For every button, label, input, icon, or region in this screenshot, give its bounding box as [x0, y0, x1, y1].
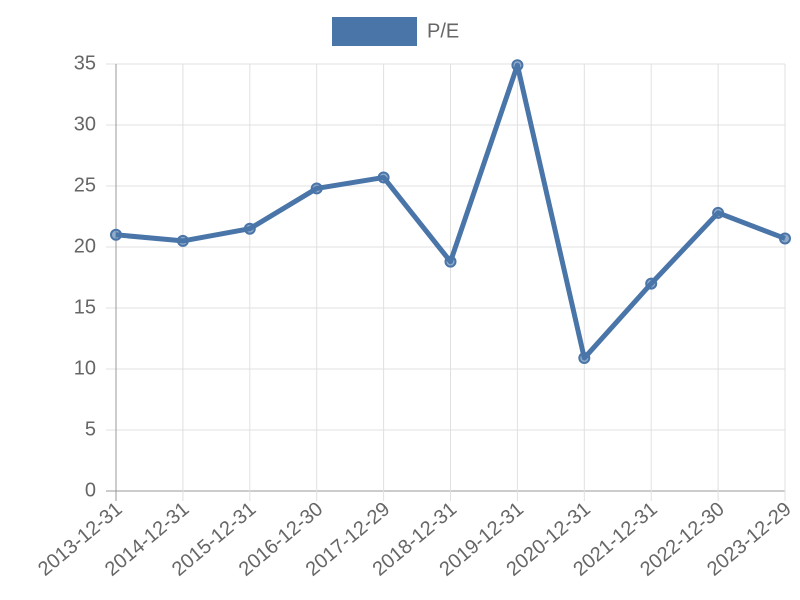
data-point — [511, 59, 524, 72]
y-tick-label: 30 — [74, 113, 96, 135]
y-tick-label: 5 — [85, 418, 96, 440]
data-point — [578, 352, 591, 365]
data-point — [110, 228, 122, 241]
data-point — [712, 206, 725, 219]
data-point — [243, 222, 256, 235]
data-point — [779, 232, 791, 245]
y-tick-label: 0 — [85, 479, 96, 501]
y-tick-label: 35 — [74, 52, 96, 74]
data-point — [444, 255, 457, 268]
data-point — [310, 182, 323, 195]
y-tick-label: 20 — [74, 235, 96, 257]
data-point — [176, 234, 189, 247]
y-tick-label: 25 — [74, 174, 96, 196]
legend-swatch — [332, 17, 417, 46]
data-point — [645, 277, 658, 290]
data-point — [377, 171, 390, 184]
y-tick-label: 15 — [74, 296, 96, 318]
legend-label: P/E — [427, 20, 459, 42]
y-tick-label: 10 — [74, 357, 96, 379]
